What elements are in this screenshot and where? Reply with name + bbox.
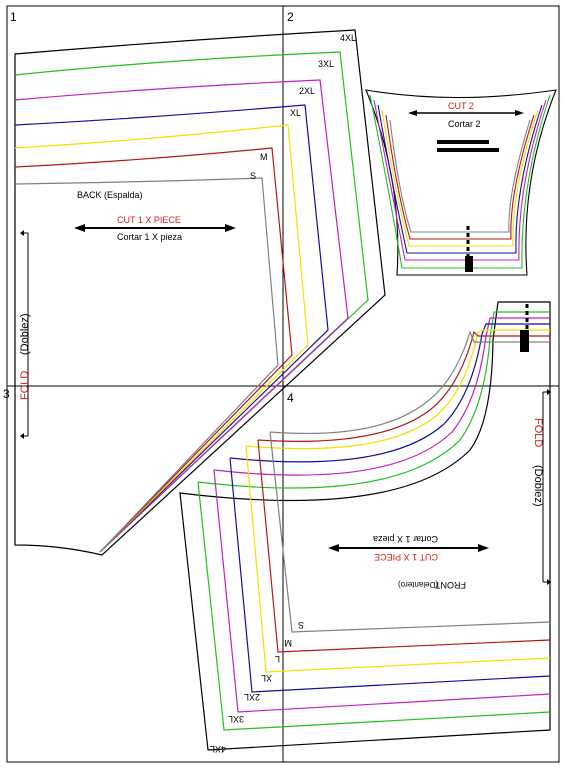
sleeve-line-3xl bbox=[369, 94, 551, 269]
front-size-label-s: S bbox=[298, 620, 304, 630]
back-size-label-s: S bbox=[250, 171, 256, 181]
sleeve-notch-mark-2 bbox=[437, 148, 499, 152]
front-line-l bbox=[245, 329, 551, 673]
sleeve-piece bbox=[365, 89, 557, 276]
front-fold-label-es: (Doblez) bbox=[532, 465, 544, 507]
back-fold-label-en: FOLD bbox=[19, 371, 31, 400]
sleeve-center-block bbox=[465, 256, 473, 272]
front-size-label-2xl: 2XL bbox=[244, 692, 260, 702]
page-number-3: 3 bbox=[3, 387, 10, 401]
front-piece bbox=[179, 301, 551, 751]
back-size-label-m: M bbox=[260, 152, 268, 162]
front-line-m bbox=[257, 330, 551, 653]
back-piece bbox=[14, 29, 386, 556]
front-fold-label-en: FOLD bbox=[532, 418, 544, 447]
back-fold-label-es: (Doblez) bbox=[19, 313, 31, 355]
sleeve-line-l bbox=[381, 109, 539, 247]
back-line-m bbox=[14, 147, 293, 553]
front-size-label-4xl: 4XL bbox=[210, 744, 226, 754]
sleeve-notch-mark-1 bbox=[437, 140, 489, 144]
back-fold-marker bbox=[20, 230, 29, 439]
back-cut-instruction-en: CUT 1 X PIECE bbox=[117, 215, 181, 225]
back-cut-instruction-es: Cortar 1 X pieza bbox=[117, 232, 182, 242]
back-line-2xl bbox=[14, 79, 349, 553]
sleeve-line-s bbox=[389, 119, 531, 233]
front-size-label-m: M bbox=[285, 638, 293, 648]
back-size-label-2xl: 2XL bbox=[299, 86, 315, 96]
sleeve-line-m bbox=[385, 114, 535, 240]
front-outline-4xl bbox=[179, 301, 551, 751]
front-size-label-xl: XL bbox=[261, 673, 272, 683]
front-piece-name: FRONT bbox=[435, 580, 466, 590]
front-fold-marker bbox=[542, 389, 551, 585]
front-line-xl bbox=[229, 323, 551, 693]
back-grainline-arrowhead-right bbox=[225, 224, 236, 232]
sleeve-line-xl bbox=[377, 104, 543, 254]
front-cut-instruction-es: Cortar 1 X pieza bbox=[373, 534, 438, 544]
page-number-1: 1 bbox=[10, 10, 17, 24]
front-line-2xl bbox=[213, 317, 551, 713]
back-line-l bbox=[14, 124, 309, 553]
front-line-s bbox=[269, 330, 551, 633]
back-line-xl bbox=[14, 104, 329, 553]
sleeve-line-2xl bbox=[373, 99, 547, 261]
back-grainline-arrowhead-left bbox=[74, 224, 85, 232]
front-size-label-3xl: 3XL bbox=[228, 714, 244, 724]
page-number-4: 4 bbox=[287, 391, 294, 405]
back-piece-name: BACK (Espalda) bbox=[77, 190, 143, 200]
front-size-label-l: L bbox=[275, 654, 280, 664]
front-cut-instruction-en: CUT 1 X PIECE bbox=[374, 552, 438, 562]
sleeve-cut-instruction-es: Cortar 2 bbox=[448, 119, 481, 129]
back-line-3xl bbox=[14, 51, 369, 553]
front-neck-block bbox=[520, 330, 529, 352]
back-size-label-4xl: 4XL bbox=[340, 33, 356, 43]
front-piece-name-es: (Delantero) bbox=[398, 580, 438, 589]
back-line-s bbox=[14, 177, 279, 553]
back-size-label-3xl: 3XL bbox=[318, 59, 334, 69]
page-number-2: 2 bbox=[287, 10, 294, 24]
back-size-label-xl: XL bbox=[290, 108, 301, 118]
back-outline-4xl bbox=[14, 29, 386, 556]
sleeve-cut-instruction-en: CUT 2 bbox=[448, 101, 474, 111]
front-line-3xl bbox=[197, 311, 551, 731]
